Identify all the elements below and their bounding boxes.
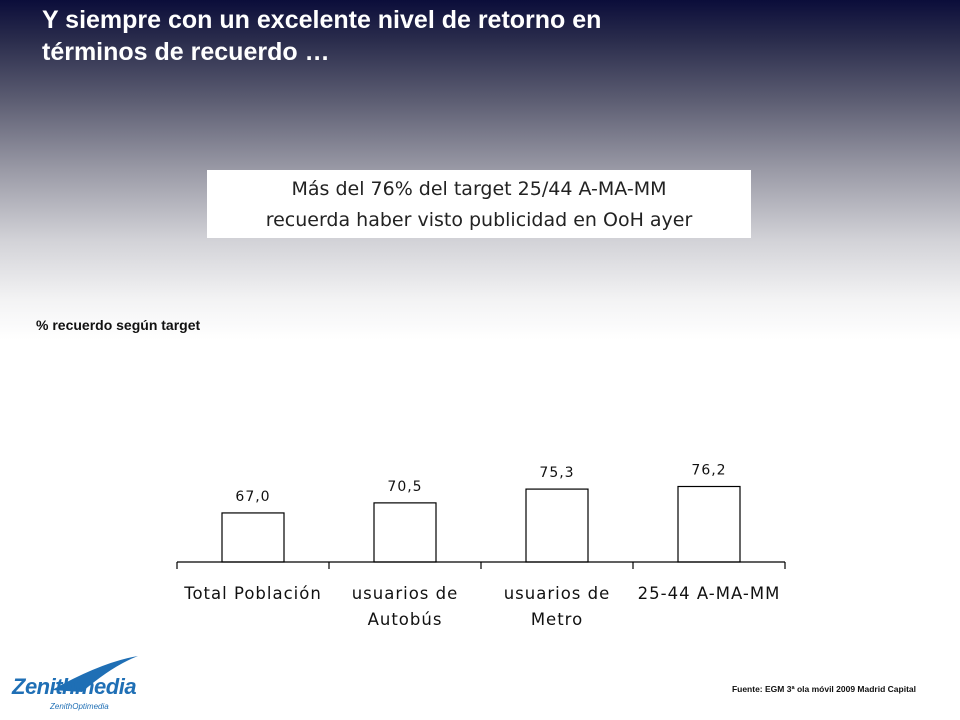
- bar-0: [221, 512, 285, 563]
- title-line-1: Y siempre con un excelente nivel de reto…: [42, 6, 602, 34]
- value-label-3: 76,2: [691, 463, 726, 479]
- value-label-2: 75,3: [539, 465, 574, 481]
- title-line-2: términos de recuerdo …: [42, 38, 330, 66]
- category-label-1: usuarios de Autobús: [352, 584, 459, 629]
- slide-title: Y siempre con un excelente nivel de reto…: [42, 4, 922, 68]
- logo-name: Zenithmedia: [12, 674, 137, 699]
- bar-3: [677, 485, 741, 563]
- callout-box: Más del 76% del target 25/44 A-MA-MM rec…: [207, 170, 751, 238]
- callout-line-1: Más del 76% del target 25/44 A-MA-MM: [291, 178, 667, 200]
- zenithmedia-logo: Zenithmedia ZenithOptimedia: [12, 652, 162, 718]
- chart-title: % recuerdo según target: [36, 317, 201, 333]
- category-label-3: 25-44 A-MA-MM: [638, 584, 781, 603]
- value-label-0: 67,0: [235, 489, 270, 505]
- callout-line-2: recuerda haber visto publicidad en OoH a…: [265, 209, 693, 231]
- swoosh-icon: [52, 656, 138, 692]
- category-label-2: usuarios de Metro: [504, 584, 611, 629]
- bar-2: [525, 488, 589, 563]
- category-label-0: Total Población: [183, 584, 322, 603]
- value-label-1: 70,5: [387, 479, 422, 495]
- logo-sub: ZenithOptimedia: [50, 702, 109, 711]
- source-note: Fuente: EGM 3ª ola móvil 2009 Madrid Cap…: [731, 684, 916, 694]
- bar-1: [373, 502, 437, 563]
